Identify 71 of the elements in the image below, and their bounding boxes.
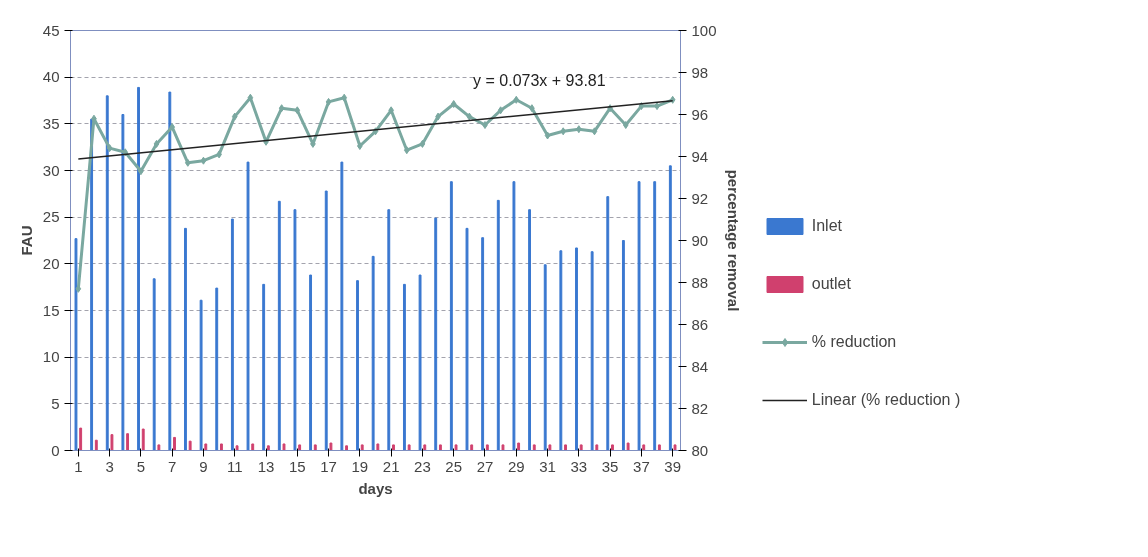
x-tick-label: 25 — [445, 457, 463, 475]
y2-tick-label: 100 — [691, 21, 717, 39]
point — [325, 97, 332, 106]
point — [544, 131, 551, 140]
y2-tick-label: 88 — [691, 273, 709, 291]
x-tick-label: 37 — [633, 457, 650, 475]
x-tick-label: 23 — [414, 457, 431, 475]
y-axis-title: FAU — [17, 225, 35, 256]
x-tick-label: 35 — [601, 457, 619, 475]
x-tick-label: 7 — [168, 457, 177, 475]
x-tick-label: 19 — [351, 457, 369, 475]
point — [560, 127, 567, 136]
legend-label: Linear (% reduction ) — [811, 391, 961, 409]
y-tick-label: 10 — [42, 348, 60, 366]
x-tick-label: 29 — [507, 457, 525, 475]
y2-tick-label: 90 — [691, 231, 709, 249]
legend-label: outlet — [811, 275, 851, 293]
point — [450, 100, 457, 108]
y2-tick-label: 96 — [691, 105, 709, 123]
y-tick-label: 5 — [51, 394, 60, 412]
x-tick-label: 27 — [476, 457, 494, 475]
y2-tick-label: 98 — [691, 63, 709, 81]
point — [482, 121, 488, 129]
y-tick-label: 35 — [42, 114, 60, 132]
x-tick-label: 39 — [664, 457, 682, 475]
x-tick-label: 5 — [136, 457, 146, 475]
point — [591, 127, 598, 136]
point — [341, 93, 348, 102]
x-tick-label: 13 — [257, 457, 275, 475]
point — [278, 104, 285, 113]
y-tick-label: 30 — [42, 161, 60, 179]
legend-label: Inlet — [811, 217, 842, 235]
x-tick-label: 15 — [288, 457, 306, 475]
y2-tick-label: 82 — [691, 399, 709, 417]
y2-tick-label: 86 — [691, 315, 709, 333]
point — [622, 121, 629, 129]
point — [513, 95, 520, 104]
point — [247, 93, 254, 102]
point — [231, 112, 238, 121]
x-tick-label: 3 — [105, 457, 114, 475]
point — [419, 139, 426, 148]
point — [294, 106, 301, 115]
point — [357, 142, 363, 150]
y2-tick-label: 84 — [691, 357, 709, 375]
y2-tick-label: 92 — [691, 189, 709, 207]
y-tick-label: 0 — [51, 441, 60, 459]
x-tick-label: 33 — [570, 457, 588, 475]
x-tick-label: 21 — [382, 457, 400, 475]
annotation: y = 0.073x + 93.81 — [473, 72, 606, 90]
x-axis-title: days — [358, 479, 393, 497]
point — [153, 139, 160, 148]
y2-tick-label: 80 — [691, 441, 709, 459]
y2-axis-title: percentage removal — [724, 169, 742, 312]
point — [106, 144, 113, 153]
y-tick-label: 40 — [42, 68, 60, 86]
x-tick-label: 31 — [539, 457, 556, 475]
x-tick-label: 11 — [226, 457, 243, 475]
x-tick-label: 1 — [74, 457, 83, 475]
y-tick-label: 15 — [42, 301, 60, 319]
y2-tick-label: 94 — [691, 147, 709, 165]
y-tick-label: 20 — [42, 254, 60, 272]
point — [497, 106, 504, 115]
x-tick-label: 17 — [320, 457, 337, 475]
point — [200, 156, 207, 165]
point — [403, 146, 410, 155]
y-tick-label: 45 — [42, 21, 60, 39]
point — [184, 158, 191, 167]
x-tick-label: 9 — [199, 457, 208, 475]
y-tick-label: 25 — [42, 208, 60, 226]
point — [466, 112, 473, 121]
legend-label: % reduction — [811, 333, 897, 351]
